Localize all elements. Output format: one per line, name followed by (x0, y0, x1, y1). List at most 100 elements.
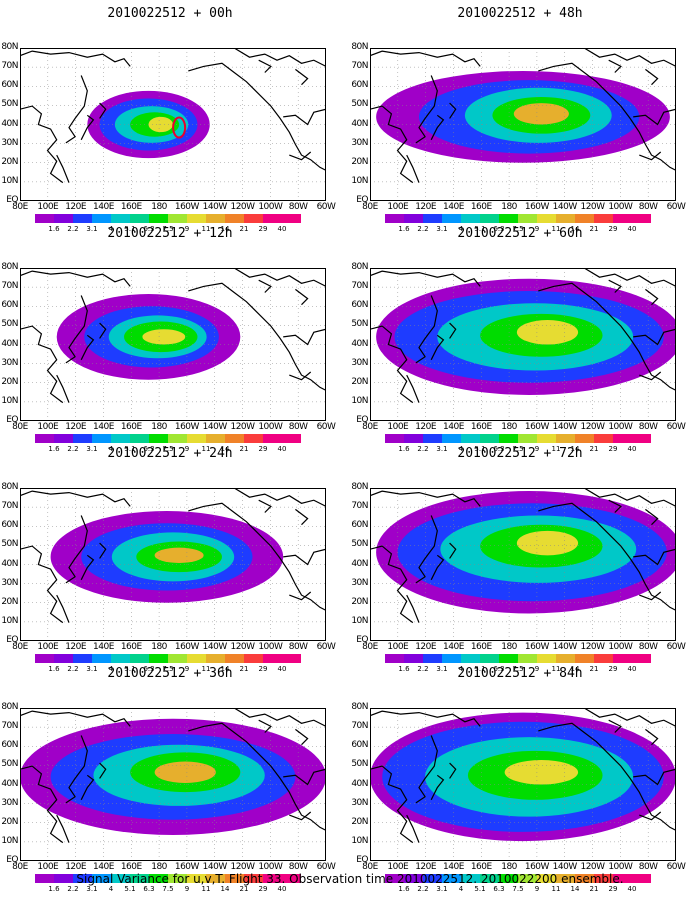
map-canvas (20, 708, 326, 861)
colorbar-swatch (244, 214, 263, 223)
longitude-label: 140E (443, 202, 464, 212)
colorbar-label: 9 (184, 225, 190, 233)
colorbar-label: 14 (220, 225, 230, 233)
longitude-label: 80W (638, 202, 658, 212)
colorbar-swatch (149, 654, 168, 663)
colorbar-label: 5.1 (124, 885, 136, 893)
colorbar-swatch (282, 214, 301, 223)
colorbar-label: 5.1 (474, 885, 486, 893)
coastline (65, 515, 88, 584)
colorbar-swatch (613, 214, 632, 223)
coastline (20, 765, 64, 844)
longitude-label: 80W (288, 422, 308, 432)
observation-marker (172, 116, 187, 139)
colorbar-swatch (556, 214, 575, 223)
panel-title: 2010022512 + 48h (457, 6, 583, 21)
longitude-label: 160W (524, 642, 550, 652)
panel-title: 2010022512 + 12h (107, 226, 233, 241)
colorbar-swatch (244, 434, 263, 443)
colorbar-swatch (225, 434, 244, 443)
latitude-label: 80N (1, 482, 18, 492)
longitude-label: 100W (608, 642, 633, 652)
longitude-label: 100W (258, 862, 283, 872)
colorbar-label: 1.6 (48, 885, 60, 893)
latitude-label: 40N (1, 558, 18, 569)
longitude-label: 140E (93, 862, 114, 872)
colorbar-swatch (263, 654, 282, 663)
panel-title: 2010022512 + 00h (107, 6, 233, 21)
colorbar-label: 3.1 (436, 885, 448, 893)
coastline (645, 728, 659, 746)
longitude-label: 160E (470, 862, 492, 872)
coastline (80, 114, 95, 141)
colorbar-label: 11 (551, 885, 561, 893)
coastline (20, 490, 131, 507)
colorbar-label: 7.5 (512, 665, 524, 673)
longitude-label: 100E (37, 422, 59, 432)
colorbar-swatch (35, 874, 54, 883)
map-panel: 2010022512 + 00h 80N 70N 60N 50N 40N 30N 20N 10N… (0, 6, 340, 233)
colorbar-label: 40 (277, 445, 287, 453)
latitude-label: 50N (351, 99, 368, 110)
colorbar-label: 29 (258, 665, 268, 673)
longitude-label: 160W (524, 202, 550, 212)
colorbar-label: 21 (239, 665, 249, 673)
colorbar-swatch (537, 214, 556, 223)
colorbar-label: 7.5 (162, 445, 174, 453)
longitude-label: 120W (230, 422, 255, 432)
longitude-label: 120W (230, 202, 255, 212)
variance-contour (513, 103, 569, 125)
variance-map (370, 488, 676, 641)
colorbar-swatch (244, 874, 263, 883)
colorbar-swatch (385, 874, 404, 883)
latitude-label: 30N (351, 797, 368, 808)
coastline (370, 325, 414, 404)
colorbar-swatch (385, 214, 404, 223)
coastline (538, 722, 676, 831)
latitude-label: 30N (1, 137, 18, 148)
latitude-label: 60N (351, 300, 368, 311)
map-panel: 2010022512 + 84h 80N 70N 60N 50N 40N 30N 20N 10N… (350, 666, 690, 893)
latitude-label: 40N (1, 338, 18, 349)
colorbar-label: 14 (220, 665, 230, 673)
colorbar-swatch (206, 434, 225, 443)
colorbar-label: 4 (458, 225, 464, 233)
map-panel: 2010022512 + 60h 80N 70N 60N 50N 40N 30N 20N 10N… (350, 226, 690, 453)
colorbar-label: 9 (534, 225, 540, 233)
coastline (370, 545, 414, 624)
latitude-label: 70N (1, 61, 18, 72)
variance-contour (504, 760, 579, 785)
longitude-label: 80E (12, 422, 28, 432)
variance-contour (154, 547, 204, 563)
longitude-label: 120E (65, 202, 87, 212)
colorbar-label: 2.2 (67, 225, 79, 233)
longitude-label: 80W (288, 202, 308, 212)
colorbar-swatch (54, 434, 73, 443)
longitude-label: 180 (151, 862, 167, 872)
longitude-label: 180 (501, 422, 517, 432)
colorbar-swatch (385, 434, 404, 443)
colorbar-label: 3.1 (86, 885, 98, 893)
colorbar (35, 654, 301, 664)
latitude-label: EQ (356, 635, 368, 645)
colorbar-label: 4 (458, 665, 464, 673)
colorbar-swatch (168, 654, 187, 663)
coastline (639, 371, 662, 381)
colorbar-swatch (632, 874, 651, 883)
colorbar-label: 40 (627, 885, 637, 893)
coastline (188, 62, 326, 171)
colorbar-swatch (92, 434, 111, 443)
latitude-label: 30N (1, 797, 18, 808)
colorbar (385, 434, 651, 444)
longitude-label: 140E (443, 642, 464, 652)
longitude-label: 60W (316, 422, 336, 432)
coastline (289, 371, 312, 381)
coastline (20, 545, 64, 624)
coastline (645, 508, 659, 526)
colorbar-label: 7.5 (162, 885, 174, 893)
figure-caption: Signal Variance for u,v,T. Flight 33. Ob… (76, 872, 624, 886)
latitude-label: 50N (1, 539, 18, 550)
colorbar-swatch (187, 654, 206, 663)
colorbar (35, 434, 301, 444)
colorbar-label: 29 (608, 445, 618, 453)
